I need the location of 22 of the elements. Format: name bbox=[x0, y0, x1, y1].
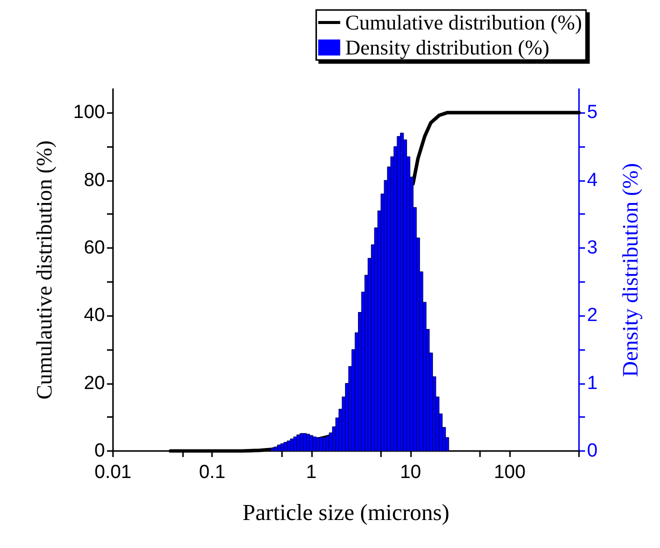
x-axis-title: Particle size (microns) bbox=[242, 500, 450, 525]
legend-label: Density distribution (%) bbox=[345, 36, 550, 60]
y2-tick-label: 0 bbox=[587, 440, 598, 462]
y2-tick-label: 2 bbox=[587, 305, 598, 326]
y-tick-label: 20 bbox=[84, 372, 105, 394]
x-tick-label: 10 bbox=[400, 462, 422, 483]
y-tick-label: 0 bbox=[94, 440, 105, 462]
x-tick-label: 0.1 bbox=[198, 462, 226, 483]
y2-tick-label: 1 bbox=[587, 372, 598, 394]
x-tick-label: 1 bbox=[306, 462, 317, 483]
y-tick-label: 40 bbox=[84, 305, 105, 326]
y-tick-label: 80 bbox=[84, 170, 105, 191]
y2-axis-title: Density distribution (%) bbox=[618, 163, 642, 377]
x-tick-label: 0.01 bbox=[94, 462, 132, 483]
y-tick-label: 60 bbox=[84, 238, 105, 259]
y-tick-label: 100 bbox=[73, 102, 105, 124]
y2-tick-label: 5 bbox=[587, 102, 598, 124]
y-axis-title: Cumulautive distribution (%) bbox=[32, 140, 56, 400]
y2-tick-label: 3 bbox=[587, 238, 598, 259]
x-tick-label: 100 bbox=[494, 462, 526, 483]
legend-label: Cumulative distribution (%) bbox=[345, 10, 582, 34]
y2-tick-label: 4 bbox=[587, 170, 598, 191]
